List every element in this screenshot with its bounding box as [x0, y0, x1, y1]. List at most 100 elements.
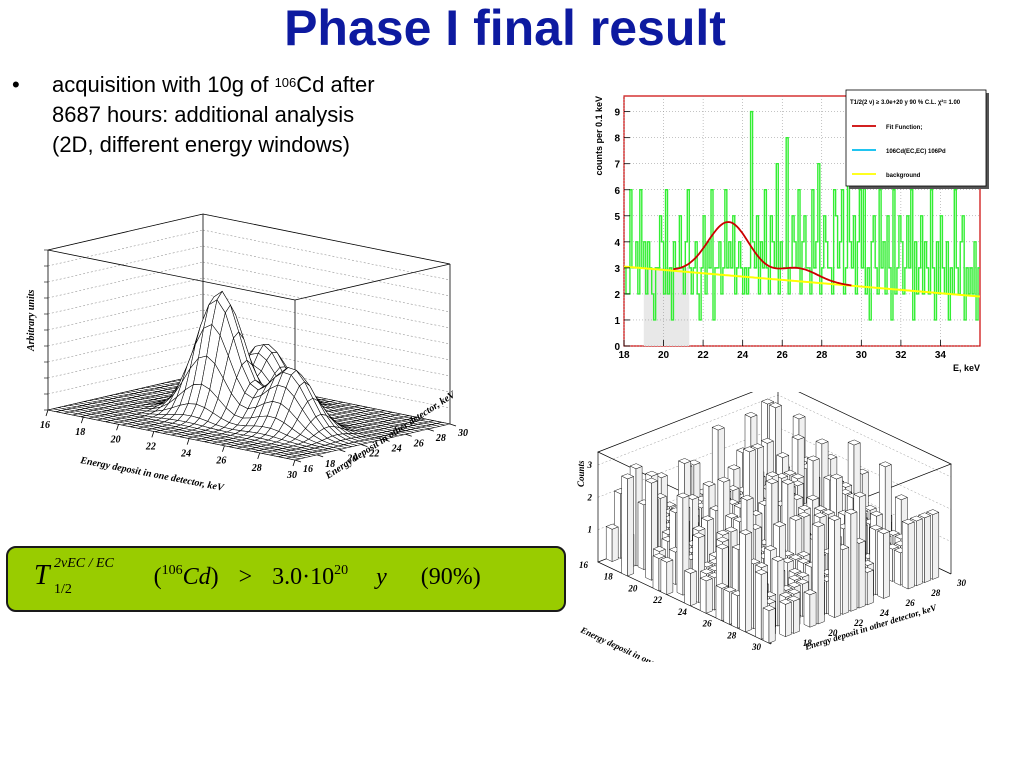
lego-bar-face: [828, 517, 835, 618]
spectrum-x-tick-label: 20: [658, 350, 670, 361]
lego-y-tick-label: 22: [853, 618, 864, 628]
lego-bar-face: [765, 471, 779, 478]
lego-bar-face: [797, 551, 811, 557]
surface-wall-gridline: [47, 309, 204, 347]
lego-bar-face: [793, 598, 800, 634]
surface-x-tick-label: 16: [40, 420, 50, 431]
spectrum-y-tick-label: 9: [614, 108, 620, 119]
surface-y-tick-label: 28: [435, 433, 446, 444]
surface-wall-gridline: [47, 245, 204, 283]
lego-bar-face: [765, 478, 779, 485]
lego-bar-face: [815, 438, 829, 445]
surface-y-tick-label: 18: [325, 459, 335, 470]
lego-bar-face: [627, 476, 634, 577]
lego-x-tick-label: 20: [627, 583, 638, 593]
lego-bar-face: [754, 569, 768, 575]
spectrum-y-tick-label: 6: [614, 186, 620, 197]
lego-bar-face: [795, 578, 810, 585]
surface-x-tick: [257, 452, 261, 459]
lego-bar-face: [715, 585, 723, 622]
lego-bar-face: [637, 501, 645, 570]
lego-bar-face: [692, 532, 706, 539]
lego-z-axis-label: Counts: [576, 460, 586, 487]
lego-bar-face: [803, 591, 811, 628]
surface-y-tick: [361, 444, 368, 447]
formula-value: 3.0·10: [272, 564, 335, 590]
lego-bar-face: [761, 398, 775, 405]
lego-bar-face: [660, 556, 674, 563]
surface-y-tick-label: 26: [413, 438, 424, 449]
spectrum-x-tick-label: 24: [737, 350, 749, 361]
lego-bar-face: [869, 524, 883, 531]
lego-bar-face: [869, 510, 884, 517]
spectrum-x-tick-label: 30: [856, 350, 868, 361]
legend-item-label: 106Cd(EC,EC) 106Pd: [886, 149, 946, 155]
lego-bar-face: [797, 511, 811, 518]
lego-bar-face: [715, 543, 729, 550]
lego-bar-face: [809, 592, 817, 628]
surface-plot-mesh: [47, 290, 451, 461]
lego-bar-face: [684, 570, 691, 607]
lego-bar-face: [858, 540, 866, 609]
lego-bar-face: [768, 402, 783, 409]
formula-mass: 106: [161, 563, 183, 578]
lego-bar-face: [866, 569, 874, 606]
half-life-formula: T 2νEC / EC 1/2 (106Cd) > 3.0·1020 y (90…: [34, 556, 481, 597]
surface-x-tick: [45, 409, 49, 417]
lego-bar-face: [699, 577, 707, 614]
surface-y-tick: [427, 428, 434, 432]
formula-exponent: 20: [334, 563, 349, 578]
lego-bar-face: [916, 518, 923, 587]
spectrum-y-tick-label: 3: [614, 264, 620, 275]
lego-bar-face: [894, 494, 908, 501]
lego-bar-face: [842, 546, 850, 615]
lego-bar-face: [901, 518, 915, 525]
lego-bar-face: [909, 515, 923, 522]
formula-subscript: 1/2: [54, 582, 72, 597]
slide-title: Phase I final result: [284, 0, 726, 56]
lego-bar-face: [821, 509, 835, 515]
lego-bar-face: [926, 509, 940, 515]
surface-y-tick: [339, 449, 346, 453]
lego-bar-face: [847, 439, 861, 446]
mass-number: 106: [274, 75, 297, 90]
surface-mesh-cell: [286, 456, 301, 461]
lego-bar-face: [621, 475, 628, 577]
lego-bar-face: [699, 575, 713, 582]
lego-bar-face: [834, 517, 841, 618]
surface-y-tick: [317, 454, 324, 458]
lego-bar-face: [677, 458, 692, 464]
lego-bar-face: [806, 455, 820, 462]
surface-x-tick-label: 26: [215, 456, 226, 467]
legend-item-label: background: [886, 173, 921, 179]
formula-relation: >: [238, 564, 253, 590]
spectrum-x-tick-label: 28: [816, 350, 828, 361]
lego-bar-face: [803, 589, 817, 596]
surface-y-tick: [294, 459, 302, 463]
lego-bar-face: [878, 461, 892, 468]
lego-bar-face: [692, 525, 706, 532]
lego-bar-face: [779, 601, 786, 638]
lego-bar-face: [705, 578, 713, 614]
surface-wall-gridline: [202, 261, 451, 313]
spectrum-y-tick-label: 1: [614, 316, 620, 327]
lego-bar-face: [797, 504, 811, 511]
spectrum-x-tick-label: 32: [895, 350, 907, 361]
lego-bar-face: [725, 512, 739, 519]
lego-bar-face: [778, 598, 793, 605]
formula-element: Cd: [182, 564, 211, 590]
surface-x-tick-label: 30: [286, 470, 297, 481]
lego-bar-face: [787, 588, 801, 595]
spectrum-histogram: [624, 110, 980, 321]
lego-bar-face: [683, 568, 698, 574]
lego-bar-face: [829, 473, 844, 480]
surface-x-tick-label: 24: [180, 449, 191, 460]
legend-box: [845, 89, 987, 187]
lego-bar-face: [629, 463, 643, 470]
spectrum-y-tick-label: 5: [614, 212, 620, 223]
lego-bar-face: [779, 592, 793, 598]
lego-x-tick-label: 26: [702, 619, 713, 629]
surface-y-tick-label: 30: [457, 428, 468, 439]
lego-bar-face: [711, 424, 725, 431]
